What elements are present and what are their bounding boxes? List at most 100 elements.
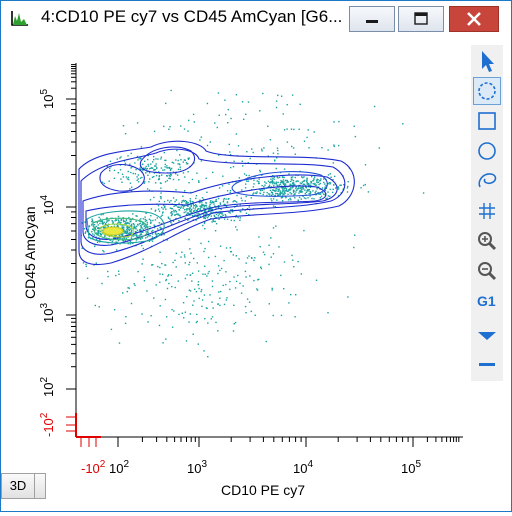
toolbar-dropdown[interactable] [473, 321, 501, 349]
event-dot [228, 183, 230, 185]
event-dot [146, 188, 149, 190]
maximize-button[interactable] [398, 6, 444, 32]
event-dot [99, 239, 101, 241]
event-dot [104, 223, 107, 225]
event-dot [183, 254, 186, 256]
event-dot [91, 219, 94, 222]
event-dot [159, 226, 161, 228]
event-dot [170, 274, 172, 276]
event-dot [279, 183, 281, 186]
event-dot [225, 198, 227, 200]
event-dot [118, 273, 120, 275]
close-button[interactable] [449, 6, 499, 32]
freehand-gate-tool[interactable] [473, 167, 501, 195]
quadrant-gate-tool[interactable] [473, 197, 501, 225]
event-dot [128, 216, 130, 219]
event-dot [175, 189, 177, 191]
event-dot [235, 216, 237, 218]
event-dot [285, 188, 288, 190]
event-dot [245, 276, 247, 278]
event-dot [193, 300, 195, 302]
event-dot [106, 165, 108, 167]
x-axis-title[interactable]: CD10 PE cy7 [221, 482, 305, 498]
collapse-toolbar[interactable] [473, 351, 501, 379]
event-dot [130, 230, 133, 233]
event-dot [203, 294, 206, 296]
event-dot [313, 198, 315, 200]
pointer-tool[interactable] [473, 47, 501, 75]
event-dot [148, 189, 151, 191]
event-dot [273, 176, 275, 178]
event-dot [196, 320, 198, 323]
event-dot [168, 174, 170, 176]
event-dot [308, 188, 310, 191]
event-dot [197, 281, 200, 283]
y-axis-title[interactable]: CD45 AmCyan [22, 206, 38, 299]
event-dot [180, 206, 182, 208]
event-dot [236, 229, 238, 231]
event-dot [143, 276, 146, 278]
event-dot [202, 273, 204, 275]
event-dot [98, 228, 100, 230]
event-dot [129, 188, 131, 190]
scatter-plot[interactable]: 105 104 103 102 -102 -102 102 103 104 10… [1, 33, 471, 511]
event-dot [272, 177, 274, 179]
event-dot [127, 287, 129, 289]
event-dot [270, 191, 273, 193]
event-dot [200, 160, 203, 162]
event-dot [171, 285, 173, 288]
event-dot [299, 187, 301, 189]
event-dot [135, 215, 137, 217]
event-dot [101, 229, 104, 232]
gate-selector[interactable]: G1 [473, 287, 501, 315]
event-dot [93, 234, 95, 236]
polygon-gate-tool[interactable] [473, 77, 501, 105]
event-dot [324, 186, 326, 188]
event-dot [202, 207, 205, 210]
event-dot [246, 151, 248, 153]
event-dot [124, 232, 126, 234]
event-dot [116, 236, 118, 239]
event-dot [203, 350, 205, 352]
zoom-in-tool[interactable] [473, 227, 501, 255]
event-dot [148, 172, 151, 174]
event-dot [275, 182, 278, 185]
event-dot [196, 210, 198, 212]
event-dot [203, 214, 205, 216]
event-dot [195, 290, 198, 293]
event-dot [235, 226, 237, 228]
event-dot [177, 214, 179, 216]
event-dot [204, 318, 206, 320]
title-bar[interactable]: 4:CD10 PE cy7 vs CD45 AmCyan [G6... [1, 1, 511, 33]
event-dot [244, 200, 246, 202]
event-dot [109, 167, 111, 170]
event-dot [226, 190, 229, 192]
event-dot [169, 177, 171, 180]
ellipse-gate-tool[interactable] [473, 137, 501, 165]
event-dot [300, 190, 302, 192]
3d-view-button[interactable]: 3D [1, 473, 35, 499]
event-dot [186, 202, 188, 204]
event-dot [184, 159, 186, 161]
event-dot [107, 225, 109, 228]
event-dot [117, 172, 119, 174]
event-dot [280, 179, 282, 182]
event-dot [214, 200, 217, 202]
rectangle-gate-tool[interactable] [473, 107, 501, 135]
event-dot [197, 343, 199, 345]
event-dot [211, 285, 214, 288]
minimize-button[interactable] [349, 6, 395, 32]
event-dot [130, 219, 132, 221]
zoom-out-tool[interactable] [473, 257, 501, 285]
event-dot [239, 217, 241, 219]
event-dot [271, 194, 273, 196]
event-dot [124, 133, 127, 135]
event-dot [125, 316, 127, 318]
event-dot [310, 192, 312, 194]
event-dot [196, 213, 198, 215]
event-dot [164, 159, 166, 162]
event-dot [210, 208, 213, 211]
event-dot [234, 287, 237, 289]
plot-area[interactable]: 105 104 103 102 -102 -102 102 103 104 10… [1, 33, 471, 511]
event-dot [103, 226, 106, 229]
